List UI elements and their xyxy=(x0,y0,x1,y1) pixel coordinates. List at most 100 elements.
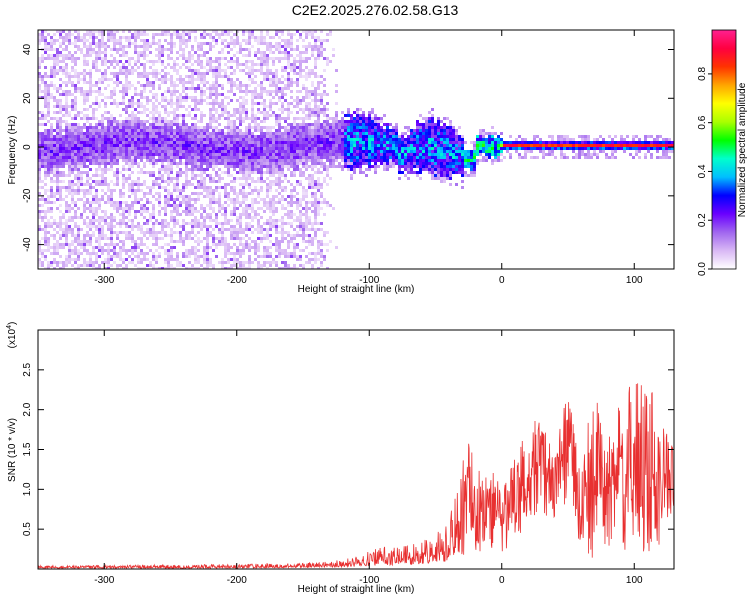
spectrogram-cell xyxy=(257,123,260,126)
spectrogram-cell xyxy=(65,72,68,75)
spectrogram-cell xyxy=(269,135,272,138)
spectrogram-cell xyxy=(68,123,71,126)
spectrogram-cell xyxy=(263,210,266,213)
spectrogram-cell xyxy=(233,123,236,126)
spectrogram-cell xyxy=(128,204,131,207)
spectrogram-cell xyxy=(113,81,116,84)
spectrogram-cell xyxy=(287,141,290,144)
spectrogram-cell xyxy=(89,147,92,150)
spectrogram-cell xyxy=(281,87,284,90)
spectrogram-cell xyxy=(158,213,161,216)
spectrogram-cell xyxy=(269,147,272,150)
spectrogram-cell xyxy=(44,267,47,269)
spectrogram-cell xyxy=(299,210,302,213)
spectrogram-cell xyxy=(230,174,233,177)
spectrogram-cell xyxy=(95,135,98,138)
spectrogram-cell xyxy=(65,135,68,138)
spectrogram-cell xyxy=(50,180,53,183)
spectrogram-cell xyxy=(113,120,116,123)
spectrogram-cell xyxy=(290,33,293,36)
spectrogram-cell xyxy=(116,267,119,269)
spectrogram-cell xyxy=(314,201,317,204)
spectrogram-cell xyxy=(197,174,200,177)
spectrogram-cell xyxy=(269,180,272,183)
spectrogram-cell xyxy=(74,168,77,171)
spectrogram-cell xyxy=(185,93,188,96)
spectrogram-cell xyxy=(179,225,182,228)
spectrogram-cell xyxy=(218,57,221,60)
spectrogram-cell xyxy=(272,57,275,60)
spectrogram-cell xyxy=(245,108,248,111)
spectrogram-cell xyxy=(221,75,224,78)
spectrogram-cell xyxy=(80,87,83,90)
spectrogram-cell xyxy=(230,138,233,141)
spectrogram-cell xyxy=(254,54,257,57)
spectrogram-cell xyxy=(296,129,299,132)
spectrogram-cell xyxy=(74,216,77,219)
spectrogram-cell xyxy=(137,183,140,186)
spectrogram-cell xyxy=(287,147,290,150)
spectrogram-cell xyxy=(206,216,209,219)
spectrogram-cell xyxy=(287,39,290,42)
spectrogram-cell xyxy=(212,192,215,195)
spectrogram-cell xyxy=(272,168,275,171)
spectrogram-cell xyxy=(260,198,263,201)
spectrogram-cell xyxy=(62,174,65,177)
spectrogram-cell xyxy=(71,228,74,231)
spectrogram-cell xyxy=(233,60,236,63)
spectrogram-cell xyxy=(164,48,167,51)
spectrogram-cell xyxy=(254,147,257,150)
spectrogram-cell xyxy=(311,243,314,246)
spectrogram-cell xyxy=(104,138,107,141)
spectrogram-cell xyxy=(86,231,89,234)
spectrogram-cell xyxy=(122,141,125,144)
spectrogram-cell xyxy=(314,132,317,135)
spectrogram-cell xyxy=(110,189,113,192)
spectrogram-cell xyxy=(314,138,317,141)
spectrogram-cell xyxy=(209,231,212,234)
spectrogram-cell xyxy=(236,147,239,150)
spectrogram-cell xyxy=(266,54,269,57)
spectrogram-cell xyxy=(320,42,323,45)
spectrogram-cell xyxy=(203,51,206,54)
spectrogram-cell xyxy=(83,258,86,261)
spectrogram-cell xyxy=(131,102,134,105)
spectrogram-cell xyxy=(143,45,146,48)
spectrogram-cell xyxy=(179,114,182,117)
spectrogram-cell xyxy=(227,66,230,69)
spectrogram-cell xyxy=(143,105,146,108)
spectrogram-cell xyxy=(83,159,86,162)
spectrogram-cell xyxy=(245,48,248,51)
spectrogram-cell xyxy=(98,87,101,90)
spectrogram-cell xyxy=(101,45,104,48)
spectrogram-cell xyxy=(275,195,278,198)
spectrogram-cell xyxy=(227,162,230,165)
spectrogram-cell xyxy=(233,33,236,36)
spectrogram-cell xyxy=(188,57,191,60)
spectrogram-cell xyxy=(239,153,242,156)
spectrogram-cell xyxy=(176,183,179,186)
spectrogram-cell xyxy=(137,225,140,228)
spectrogram-cell xyxy=(302,60,305,63)
spectrogram-cell xyxy=(194,198,197,201)
spectrogram-cell xyxy=(239,168,242,171)
spectrogram-cell xyxy=(38,261,41,264)
spectrogram-cell xyxy=(89,129,92,132)
spectrogram-cell xyxy=(194,156,197,159)
spectrogram-cell xyxy=(293,243,296,246)
spectrogram-cell xyxy=(98,204,101,207)
spectrogram-cell xyxy=(170,129,173,132)
spectrogram-cell xyxy=(191,96,194,99)
spectrogram-cell xyxy=(104,168,107,171)
spectrogram-cell xyxy=(236,135,239,138)
spectrogram-cell xyxy=(260,162,263,165)
spectrogram-cell xyxy=(164,180,167,183)
spectrogram-cell xyxy=(308,222,311,225)
spectrogram-cell xyxy=(206,138,209,141)
spectrogram-cell xyxy=(275,93,278,96)
spectrogram-cell xyxy=(293,174,296,177)
spectrogram-cell xyxy=(293,147,296,150)
spectrogram-cell xyxy=(92,102,95,105)
spectrogram-cell xyxy=(59,87,62,90)
spectrogram-cell xyxy=(173,147,176,150)
